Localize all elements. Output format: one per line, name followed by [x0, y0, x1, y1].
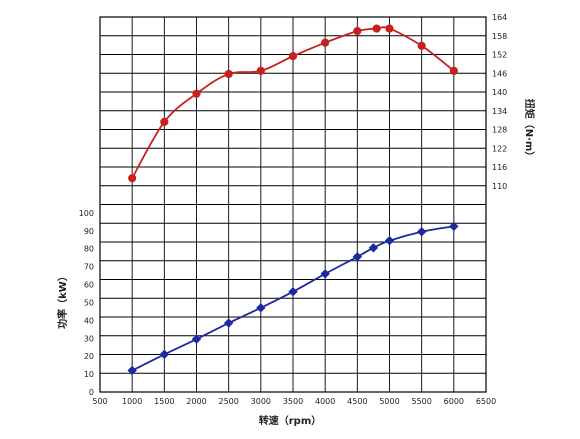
y-left-tick-label: 100: [79, 209, 94, 218]
y-right-tick-label: 152: [492, 51, 507, 60]
x-tick-label: 4000: [315, 397, 335, 406]
torque-data-point: [224, 69, 233, 79]
torque-data-point: [192, 89, 201, 98]
power-data-point: [159, 349, 170, 360]
y-right-tick-label: 116: [492, 163, 507, 172]
x-tick-label: 6500: [476, 397, 496, 406]
power-data-point: [127, 365, 137, 376]
y-right-tick-label: 164: [492, 13, 507, 22]
torque-data-point: [321, 38, 330, 47]
y-right-tick-label: 140: [492, 88, 507, 97]
y-right-tick-label: 158: [492, 32, 507, 41]
y-right-tick-label: 134: [492, 107, 507, 116]
y-left-tick-label: 90: [84, 227, 94, 236]
y-axis-right-label: 扭矩（N·m）: [523, 99, 536, 162]
torque-data-point: [160, 117, 169, 126]
y-right-tick-label: 146: [492, 69, 507, 78]
y-left-tick-label: 10: [84, 370, 94, 379]
x-tick-label: 4500: [347, 397, 367, 406]
x-tick-label: 2000: [186, 397, 206, 406]
y-axis-left-label: 功率（kW）: [56, 271, 69, 329]
power-data-point: [191, 334, 202, 344]
series: [127, 24, 459, 376]
power-data-point: [416, 227, 427, 237]
power-data-point: [368, 243, 379, 253]
y-left-tick-label: 30: [84, 334, 94, 343]
x-tick-label: 6000: [444, 397, 464, 406]
y-left-tick-label: 50: [84, 298, 94, 307]
x-tick-label: 3000: [251, 397, 271, 406]
y-left-tick-label: 0: [89, 388, 94, 397]
x-tick-label: 5500: [411, 397, 431, 406]
power-data-point: [449, 221, 459, 232]
torque-data-point: [385, 24, 394, 33]
x-tick-label: 3500: [283, 397, 303, 406]
tick-labels: 500 1000 1500 2000 2500 3000 3500 4000 4500 5000 5…: [79, 13, 508, 406]
torque-data-point: [288, 52, 298, 61]
torque-data-point: [128, 174, 137, 183]
power-data-point: [384, 235, 395, 246]
power-data-point: [288, 287, 298, 297]
power-data-point: [320, 269, 330, 279]
x-tick-label: 1500: [154, 397, 174, 406]
grid: [99, 16, 487, 393]
x-tick-label: 500: [92, 397, 107, 406]
torque-data-point: [372, 24, 381, 33]
power-data-point: [256, 303, 266, 313]
y-left-tick-label: 60: [84, 281, 94, 290]
torque-data-point: [417, 41, 426, 50]
y-left-tick-label: 40: [84, 316, 94, 325]
x-tick-label: 5000: [379, 397, 399, 406]
x-tick-label: 1000: [122, 397, 142, 406]
y-right-tick-label: 110: [492, 182, 507, 191]
torque-data-point: [256, 66, 265, 75]
y-right-tick-label: 122: [492, 144, 507, 153]
x-tick-label: 2500: [218, 397, 238, 406]
torque-data-point: [353, 26, 362, 36]
y-left-tick-label: 20: [84, 352, 94, 361]
y-left-tick-label: 80: [84, 245, 94, 254]
power-data-point: [223, 318, 234, 328]
y-left-tick-label: 70: [84, 263, 94, 272]
x-axis-label: 转速（rpm）: [259, 414, 322, 427]
power-data-point: [352, 252, 363, 262]
torque-data-point: [449, 66, 458, 75]
y-right-tick-label: 128: [492, 126, 507, 135]
